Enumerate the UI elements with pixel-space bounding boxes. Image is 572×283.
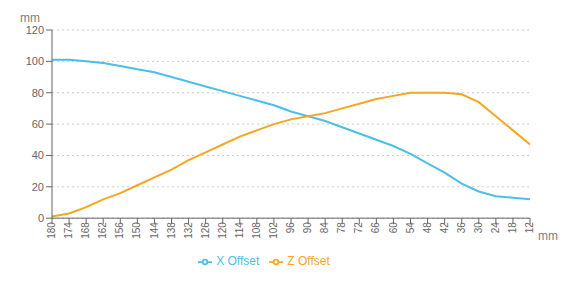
svg-text:96: 96 bbox=[285, 222, 296, 234]
svg-text:24: 24 bbox=[490, 222, 501, 234]
svg-text:30: 30 bbox=[473, 222, 484, 234]
svg-text:42: 42 bbox=[439, 222, 450, 234]
svg-text:102: 102 bbox=[268, 222, 279, 239]
svg-text:12: 12 bbox=[524, 222, 535, 234]
svg-text:mm: mm bbox=[20, 11, 40, 25]
svg-text:180: 180 bbox=[46, 222, 57, 239]
svg-text:54: 54 bbox=[405, 222, 416, 234]
svg-text:0: 0 bbox=[38, 212, 44, 224]
svg-text:120: 120 bbox=[26, 24, 44, 36]
svg-text:78: 78 bbox=[336, 222, 347, 234]
svg-text:60: 60 bbox=[32, 118, 44, 130]
svg-text:80: 80 bbox=[32, 87, 44, 99]
svg-text:126: 126 bbox=[200, 222, 211, 239]
html-text:X Offset: X Offset bbox=[216, 254, 260, 269]
svg-text:150: 150 bbox=[131, 222, 142, 239]
svg-text:90: 90 bbox=[302, 222, 313, 234]
svg-text:144: 144 bbox=[149, 222, 160, 239]
svg-text:174: 174 bbox=[63, 222, 74, 239]
svg-text:138: 138 bbox=[166, 222, 177, 239]
svg-text:48: 48 bbox=[422, 222, 433, 234]
svg-text:60: 60 bbox=[388, 222, 399, 234]
svg-text:162: 162 bbox=[97, 222, 108, 239]
svg-text:18: 18 bbox=[507, 222, 518, 234]
svg-text:36: 36 bbox=[456, 222, 467, 234]
html-text:Z Offset: Z Offset bbox=[287, 254, 330, 269]
svg-text:66: 66 bbox=[370, 222, 381, 234]
svg-text:132: 132 bbox=[183, 222, 194, 239]
svg-text:168: 168 bbox=[80, 222, 91, 239]
svg-text:156: 156 bbox=[114, 222, 125, 239]
svg-text:114: 114 bbox=[234, 222, 245, 238]
svg-text:mm: mm bbox=[538, 229, 558, 243]
svg-text:108: 108 bbox=[251, 222, 262, 239]
svg-text:100: 100 bbox=[26, 55, 44, 67]
svg-text:120: 120 bbox=[217, 222, 228, 239]
svg-text:72: 72 bbox=[353, 222, 364, 234]
svg-text:20: 20 bbox=[32, 181, 44, 193]
svg-text:40: 40 bbox=[32, 149, 44, 161]
svg-text:84: 84 bbox=[319, 222, 330, 234]
